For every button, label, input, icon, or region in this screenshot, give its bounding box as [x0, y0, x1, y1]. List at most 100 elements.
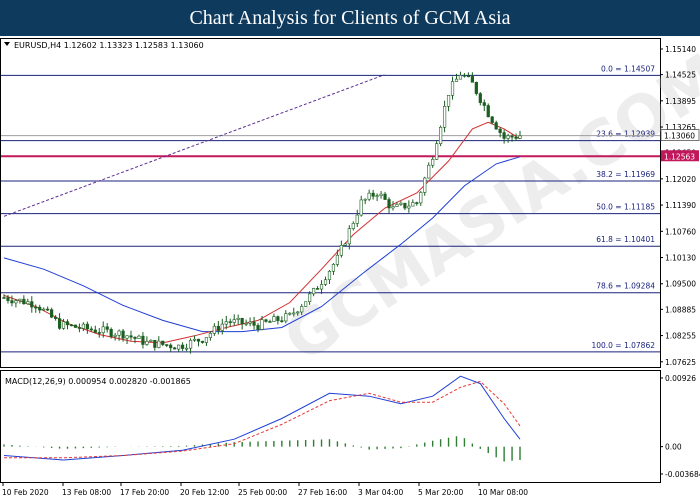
candle-body — [121, 330, 125, 339]
candle-body — [42, 308, 46, 311]
candle-body — [117, 330, 121, 336]
candle-body — [272, 316, 276, 322]
candle-body — [308, 293, 312, 302]
candle-body — [264, 319, 268, 322]
candle-body — [395, 204, 399, 207]
marked-price-label: 1.12563 — [664, 152, 695, 161]
candle-body — [81, 323, 85, 329]
candle-body — [415, 202, 419, 204]
candle-body — [256, 325, 260, 330]
x-tick-label: 10 Mar 08:00 — [478, 488, 528, 497]
candle-body — [181, 344, 185, 349]
candle-body — [220, 323, 224, 331]
y-tick-label: 1.13895 — [665, 97, 696, 106]
x-tick-label: 27 Feb 16:00 — [298, 488, 347, 497]
candle-body — [347, 228, 351, 245]
candle-body — [69, 324, 74, 327]
candle-body — [446, 95, 451, 107]
candle-body — [462, 74, 467, 77]
candle-body — [10, 300, 14, 304]
candle-body — [367, 192, 371, 200]
trendline — [3, 74, 385, 217]
candle-body — [216, 325, 220, 331]
candle-body — [61, 321, 66, 329]
candle-body — [355, 214, 359, 224]
title-banner: Chart Analysis for Clients of GCM Asia — [0, 0, 700, 36]
candle-body — [454, 78, 459, 82]
candle-body — [188, 339, 193, 349]
x-tick-label: 20 Feb 12:00 — [180, 488, 229, 497]
candle-body — [14, 300, 18, 304]
x-tick-label: 25 Feb 00:00 — [238, 488, 287, 497]
y-tick-label: 1.11390 — [665, 201, 696, 210]
candle-body — [6, 297, 10, 301]
macd-header: MACD(12,26,9) 0.000954 0.002820 -0.00186… — [5, 377, 191, 386]
candle-body — [442, 106, 447, 128]
candle-body — [363, 198, 367, 201]
candle-body — [510, 135, 514, 138]
x-tick-label: 17 Feb 20:00 — [120, 488, 169, 497]
candle-body — [57, 318, 62, 329]
x-tick-label: 13 Feb 08:00 — [62, 488, 111, 497]
candle-body — [165, 344, 169, 346]
candle-body — [423, 177, 427, 193]
candle-body — [311, 288, 316, 295]
candle-body — [339, 245, 343, 256]
chart-svg: EURUSD,H4 1.12602 1.13323 1.12583 1.1306… — [0, 36, 700, 500]
candle-body — [228, 321, 232, 323]
candle-body — [439, 126, 443, 144]
banner-title: Chart Analysis for Clients of GCM Asia — [189, 7, 511, 29]
candle-body — [46, 308, 50, 311]
y-tick-label: 1.08885 — [665, 305, 696, 314]
candle-body — [85, 323, 89, 330]
candle-body — [490, 116, 494, 123]
macd-line — [3, 375, 521, 461]
y-tick-label: 1.15140 — [665, 45, 696, 54]
candle-body — [161, 340, 165, 345]
candle-body — [319, 284, 324, 290]
candle-body — [97, 332, 101, 334]
chart-background — [0, 36, 700, 500]
signal-line — [4, 380, 521, 459]
dropdown-triangle-icon[interactable] — [4, 42, 10, 46]
candle-body — [478, 93, 482, 103]
candle-body — [268, 321, 272, 323]
candle-body — [304, 301, 308, 307]
candle-body — [137, 335, 141, 339]
fib-label: 50.0 = 1.11185 — [596, 203, 655, 212]
candle-body — [244, 323, 248, 325]
candle-body — [335, 254, 340, 265]
candle-body — [109, 329, 113, 337]
y-tick-label: 1.07625 — [665, 358, 696, 367]
y-tick-label: 1.12020 — [665, 175, 696, 184]
candle-body — [153, 339, 157, 348]
candle-body — [435, 143, 439, 160]
candle-body — [149, 339, 153, 342]
candle-body — [77, 327, 82, 329]
candle-body — [474, 81, 478, 94]
candle-body — [502, 132, 506, 139]
candle-body — [351, 223, 355, 229]
candle-body — [403, 202, 407, 209]
candle-body — [177, 344, 181, 350]
candle-body — [284, 313, 288, 322]
fib-label: 0.0 = 1.14507 — [601, 64, 655, 73]
candle-body — [506, 135, 510, 139]
candle-body — [514, 136, 518, 139]
candle-body — [450, 81, 455, 96]
candle-body — [379, 193, 383, 196]
candle-body — [327, 270, 332, 281]
candle-body — [486, 105, 490, 118]
candle-body — [288, 312, 292, 315]
fib-label: 38.2 = 1.11969 — [596, 170, 655, 179]
candle-body — [196, 338, 201, 342]
candle-body — [89, 328, 93, 331]
candle-body — [65, 321, 70, 326]
candle-body — [34, 306, 38, 309]
candle-body — [494, 122, 498, 130]
candle-body — [184, 347, 189, 350]
candle-body — [129, 335, 133, 338]
candle-body — [276, 316, 280, 321]
candle-body — [208, 333, 213, 338]
candle-body — [224, 321, 228, 325]
